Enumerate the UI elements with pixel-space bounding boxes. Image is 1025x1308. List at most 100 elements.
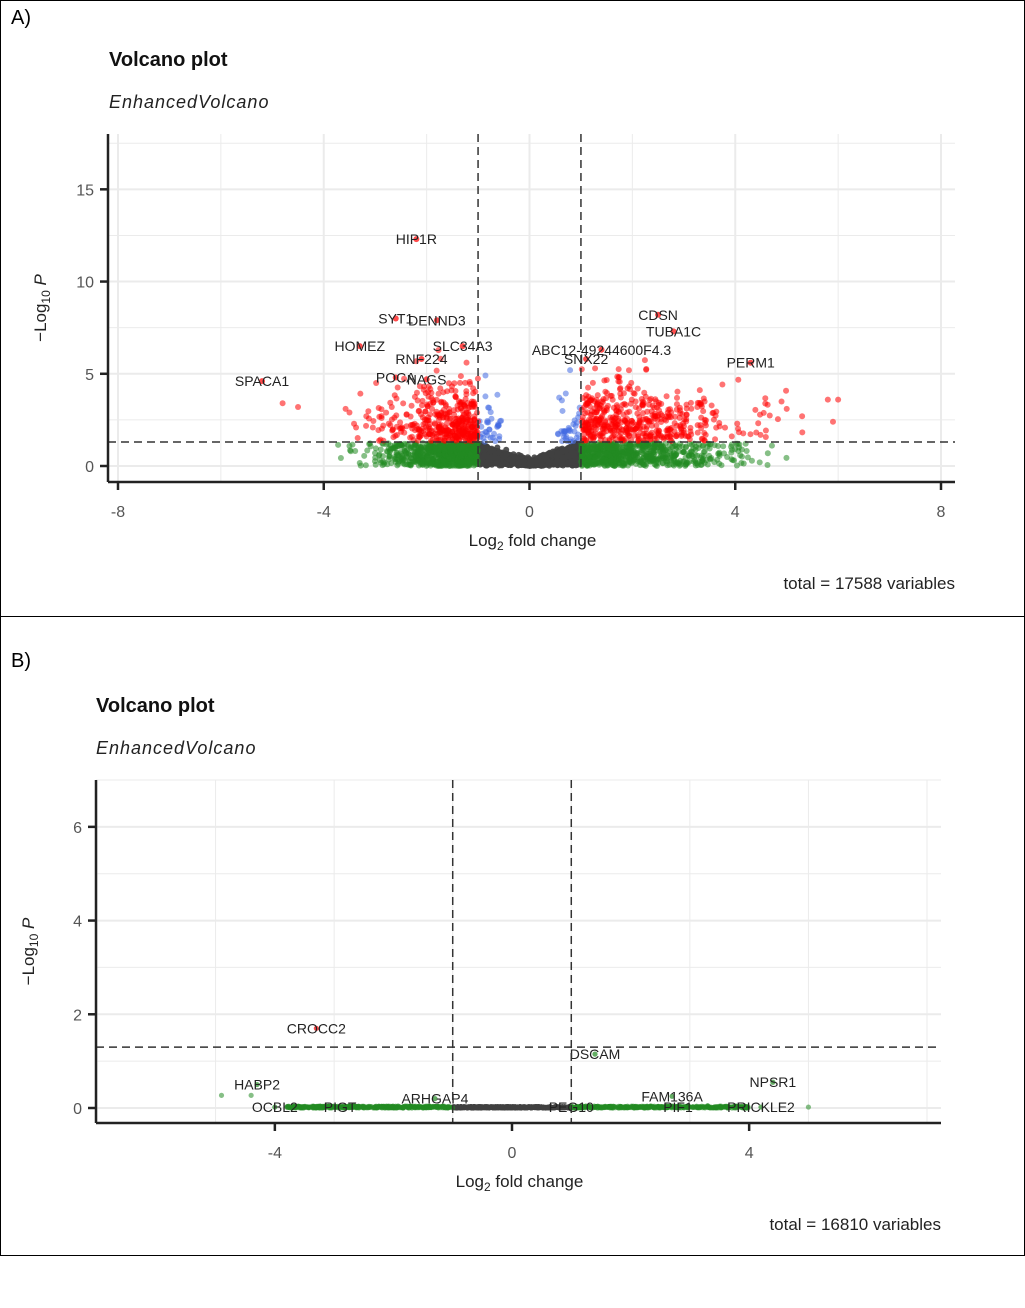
data-point-ns (525, 1104, 531, 1110)
data-point-p_and_log2fc (415, 408, 422, 415)
labelled-point (413, 236, 420, 243)
gene-label: HOMEZ (334, 338, 385, 354)
data-point-log2fc (606, 452, 613, 459)
data-point-p (556, 394, 563, 401)
data-point-log2fc (352, 447, 359, 454)
data-point-ns (465, 1105, 471, 1111)
data-point-ns (495, 449, 502, 456)
data-point-ns (545, 459, 552, 466)
data-point-p_and_log2fc (650, 413, 657, 420)
data-point-p_and_log2fc (451, 432, 458, 439)
data-point-p_and_log2fc (585, 384, 592, 391)
data-point-p_and_log2fc (760, 409, 767, 416)
data-point-p_and_log2fc (443, 420, 450, 427)
data-point-log2fc (383, 448, 390, 455)
data-point-log2fc (386, 452, 393, 459)
data-point-ns (556, 452, 563, 459)
data-point-log2fc (675, 448, 682, 455)
data-point-ns (509, 457, 516, 464)
y-tick-label: 15 (76, 182, 94, 199)
data-point-log2fc (735, 447, 742, 454)
data-point-p_and_log2fc (640, 416, 647, 423)
data-point-log2fc (598, 442, 605, 449)
data-point-p_and_log2fc (592, 419, 599, 426)
data-point-p_and_log2fc (467, 417, 474, 424)
data-point-p_and_log2fc (713, 424, 720, 431)
data-point-log2fc (380, 453, 387, 460)
data-point-log2fc (586, 453, 593, 460)
data-point-ns (565, 460, 572, 467)
gene-label: SYT1 (378, 310, 413, 326)
data-point-p (478, 423, 485, 430)
data-point-p_and_log2fc (728, 433, 735, 440)
data-point-log2fc (403, 461, 410, 468)
data-point-log2fc (585, 445, 592, 452)
data-point-log2fc (470, 459, 477, 466)
data-point-log2fc (704, 461, 711, 468)
data-point-p_and_log2fc (607, 426, 614, 433)
panel-b-label: B) (11, 650, 31, 672)
data-point-p_and_log2fc (466, 378, 473, 385)
data-point-p (567, 367, 574, 374)
data-point-p_and_log2fc (766, 412, 773, 419)
data-point-p_and_log2fc (466, 404, 473, 411)
data-point-p_and_log2fc (668, 414, 675, 421)
data-point-ns (484, 454, 491, 461)
data-point-ns (515, 459, 522, 466)
data-point-log2fc (652, 462, 659, 469)
gene-label: HIP1R (396, 231, 437, 247)
data-point-p_and_log2fc (598, 398, 605, 405)
data-point-log2fc (708, 455, 715, 462)
data-point-p (482, 372, 489, 379)
data-point-log2fc (626, 455, 633, 462)
data-point-p_and_log2fc (457, 404, 464, 411)
data-point-p_and_log2fc (643, 432, 650, 439)
data-point-p_and_log2fc (584, 400, 591, 407)
data-point-p_and_log2fc (397, 419, 404, 426)
data-point-log2fc (364, 447, 371, 454)
data-point-p_and_log2fc (701, 437, 708, 444)
data-point-log2fc (664, 452, 671, 459)
data-point-p_and_log2fc (653, 422, 660, 429)
x-tick-label: -4 (317, 504, 331, 521)
data-point-p_and_log2fc (747, 431, 754, 438)
data-point-p (566, 426, 573, 433)
data-point-p_and_log2fc (452, 388, 459, 395)
data-point-log2fc (720, 443, 727, 450)
data-point-p_and_log2fc (474, 375, 481, 382)
data-point-p_and_log2fc (420, 386, 427, 393)
data-point-log2fc (592, 445, 599, 452)
data-point-p_and_log2fc (582, 410, 589, 417)
data-point-p_and_log2fc (735, 425, 742, 432)
data-point-p_and_log2fc (606, 436, 613, 443)
gene-label: DENND3 (408, 312, 466, 328)
data-point-log2fc (744, 454, 751, 461)
y-tick-label: 0 (85, 459, 94, 476)
data-point-p_and_log2fc (463, 391, 470, 398)
data-point-p (575, 431, 582, 438)
data-point-p_and_log2fc (829, 418, 836, 425)
data-point-p (559, 407, 566, 414)
data-point-log2fc (733, 462, 740, 469)
data-point-p_and_log2fc (719, 381, 726, 388)
data-point-ns (517, 1105, 523, 1111)
data-point-ns (498, 462, 505, 469)
data-point-p_and_log2fc (701, 429, 708, 436)
data-point-ns (542, 453, 549, 460)
data-point-p_and_log2fc (460, 429, 467, 436)
data-point-p_and_log2fc (446, 409, 453, 416)
data-point-p_and_log2fc (664, 409, 671, 416)
data-point-p_and_log2fc (708, 402, 715, 409)
data-point-p_and_log2fc (654, 434, 661, 441)
data-point-p_and_log2fc (346, 409, 353, 416)
data-point-p_and_log2fc (835, 396, 842, 403)
data-point-p_and_log2fc (436, 412, 443, 419)
data-point-p (554, 430, 561, 437)
data-point-p_and_log2fc (403, 411, 410, 418)
data-point-ns (478, 1105, 484, 1111)
gene-label: ABC12-49244600F4.3 (532, 342, 672, 358)
data-point-ns (553, 458, 560, 465)
labelled-point (356, 343, 363, 350)
data-point-p_and_log2fc (385, 420, 392, 427)
data-point-p_and_log2fc (824, 396, 831, 403)
